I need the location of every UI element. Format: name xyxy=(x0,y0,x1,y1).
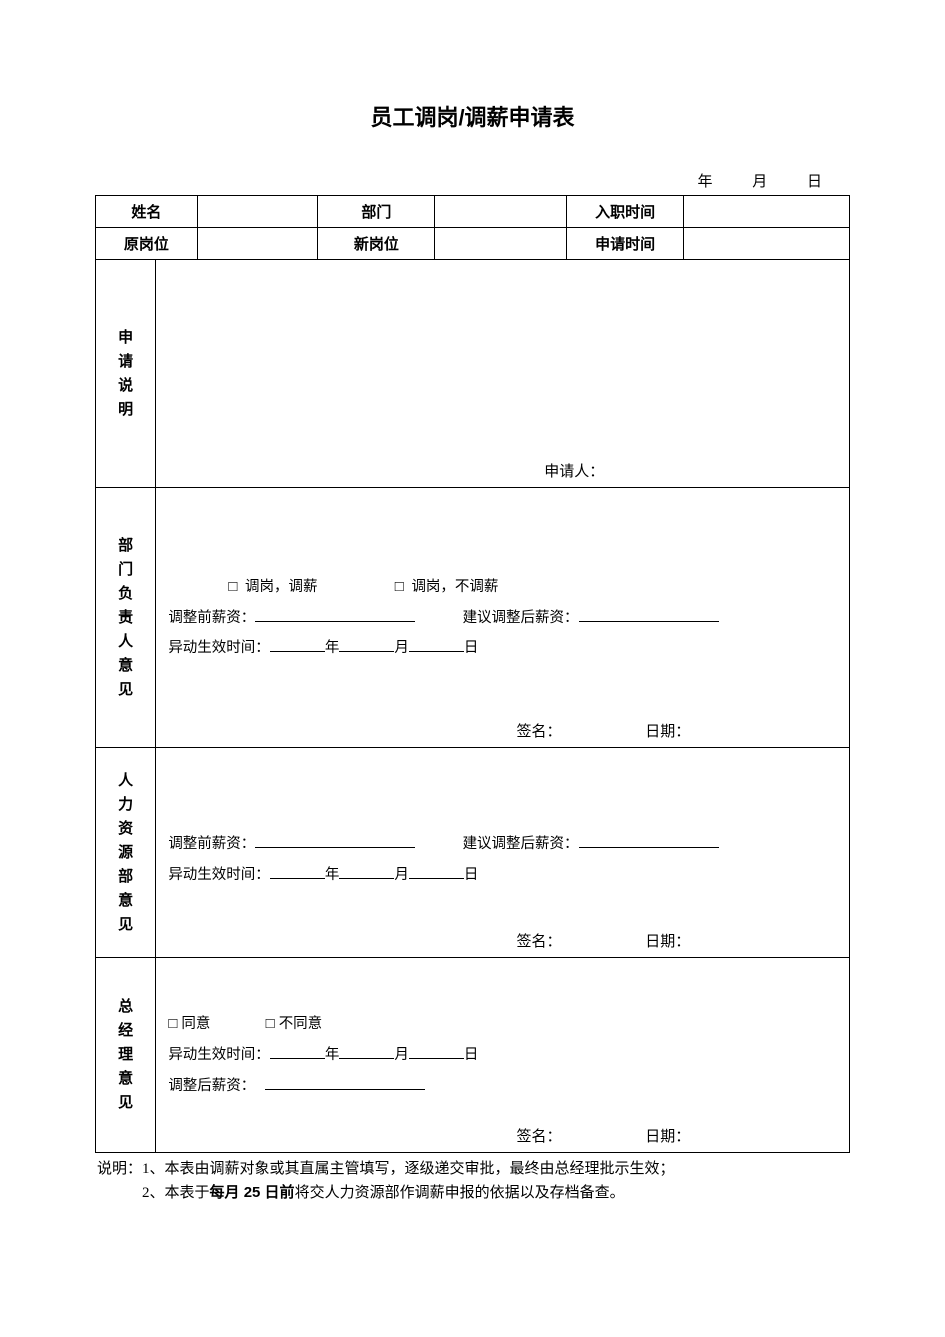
label-after-salary: 建议调整后薪资： xyxy=(463,610,579,626)
section-gm-body[interactable]: □同意 □不同意 异动生效时间：年月日 调整后薪资： 签名： 日期： xyxy=(156,958,850,1153)
application-form: 姓名 部门 入职时间 原岗位 新岗位 申请时间 申请说明 申请人： 部门负责人意… xyxy=(95,195,850,1153)
sign-label: 签名： xyxy=(517,720,562,741)
d: 日 xyxy=(464,867,479,883)
checkbox-icon[interactable]: □ xyxy=(266,1016,275,1032)
field-new-pos[interactable] xyxy=(435,228,567,260)
label-effective: 异动生效时间： xyxy=(168,640,270,656)
section-hr-label: 人力资源部意见 xyxy=(96,748,156,958)
section-dept-body[interactable]: □ 调岗，调薪 □ 调岗，不调薪 调整前薪资： 建议调整后薪资： 异动生效时间：… xyxy=(156,488,850,748)
sign-label: 签名： xyxy=(517,1125,562,1146)
section-hr-body[interactable]: 调整前薪资： 建议调整后薪资： 异动生效时间： 年 月 日 签名： 日期： xyxy=(156,748,850,958)
field-dept[interactable] xyxy=(435,196,567,228)
y: 年 xyxy=(325,640,340,656)
label-after-salary: 建议调整后薪资： xyxy=(463,836,579,852)
section-apply-label: 申请说明 xyxy=(96,260,156,488)
date-header: 年 月 日 xyxy=(95,170,850,191)
form-title: 员工调岗/调薪申请表 xyxy=(95,100,850,132)
field-hire-date[interactable] xyxy=(684,196,850,228)
d: 日 xyxy=(464,640,479,656)
label-dept: 部门 xyxy=(318,196,435,228)
checkbox-icon[interactable]: □ xyxy=(168,1016,177,1032)
sign-label: 签名： xyxy=(517,930,562,951)
m: 月 xyxy=(394,867,409,883)
notes-label: 说明： xyxy=(97,1157,142,1205)
opt-transfer-salary: 调岗，调薪 xyxy=(245,579,318,595)
section-apply-body[interactable]: 申请人： xyxy=(156,260,850,488)
opt-agree: 同意 xyxy=(181,1016,210,1032)
checkbox-icon[interactable]: □ xyxy=(228,579,237,595)
label-before-salary: 调整前薪资： xyxy=(168,836,255,852)
section-dept-label: 部门负责人意见 xyxy=(96,488,156,748)
label-new-pos: 新岗位 xyxy=(318,228,435,260)
opt-transfer-only: 调岗，不调薪 xyxy=(411,579,498,595)
date-label: 日期： xyxy=(645,1125,690,1146)
day-label: 日 xyxy=(807,174,822,190)
opt-disagree: 不同意 xyxy=(279,1016,323,1032)
date-label: 日期： xyxy=(645,720,690,741)
label-effective: 异动生效时间： xyxy=(168,1047,270,1063)
label-name: 姓名 xyxy=(96,196,198,228)
label-before-salary: 调整前薪资： xyxy=(168,610,255,626)
y: 年 xyxy=(325,1047,340,1063)
field-name[interactable] xyxy=(197,196,318,228)
year-label: 年 xyxy=(697,174,712,190)
checkbox-icon[interactable]: □ xyxy=(395,579,404,595)
y: 年 xyxy=(325,867,340,883)
note-line-1: 1、本表由调薪对象或其直属主管填写，逐级递交审批，最终由总经理批示生效； xyxy=(142,1157,850,1181)
field-apply-date[interactable] xyxy=(684,228,850,260)
notes: 说明： 1、本表由调薪对象或其直属主管填写，逐级递交审批，最终由总经理批示生效；… xyxy=(95,1157,850,1205)
note-line-2: 2、本表于每月 25 日前将交人力资源部作调薪申报的依据以及存档备查。 xyxy=(142,1181,850,1205)
month-label: 月 xyxy=(752,174,767,190)
d: 日 xyxy=(464,1047,479,1063)
label-effective: 异动生效时间： xyxy=(168,867,270,883)
label-hire-date: 入职时间 xyxy=(567,196,684,228)
applicant-label: 申请人： xyxy=(544,460,604,481)
label-orig-pos: 原岗位 xyxy=(96,228,198,260)
m: 月 xyxy=(394,1047,409,1063)
m: 月 xyxy=(394,640,409,656)
date-label: 日期： xyxy=(645,930,690,951)
label-final-salary: 调整后薪资： xyxy=(168,1078,255,1094)
section-gm-label: 总经理意见 xyxy=(96,958,156,1153)
field-orig-pos[interactable] xyxy=(197,228,318,260)
label-apply-date: 申请时间 xyxy=(567,228,684,260)
